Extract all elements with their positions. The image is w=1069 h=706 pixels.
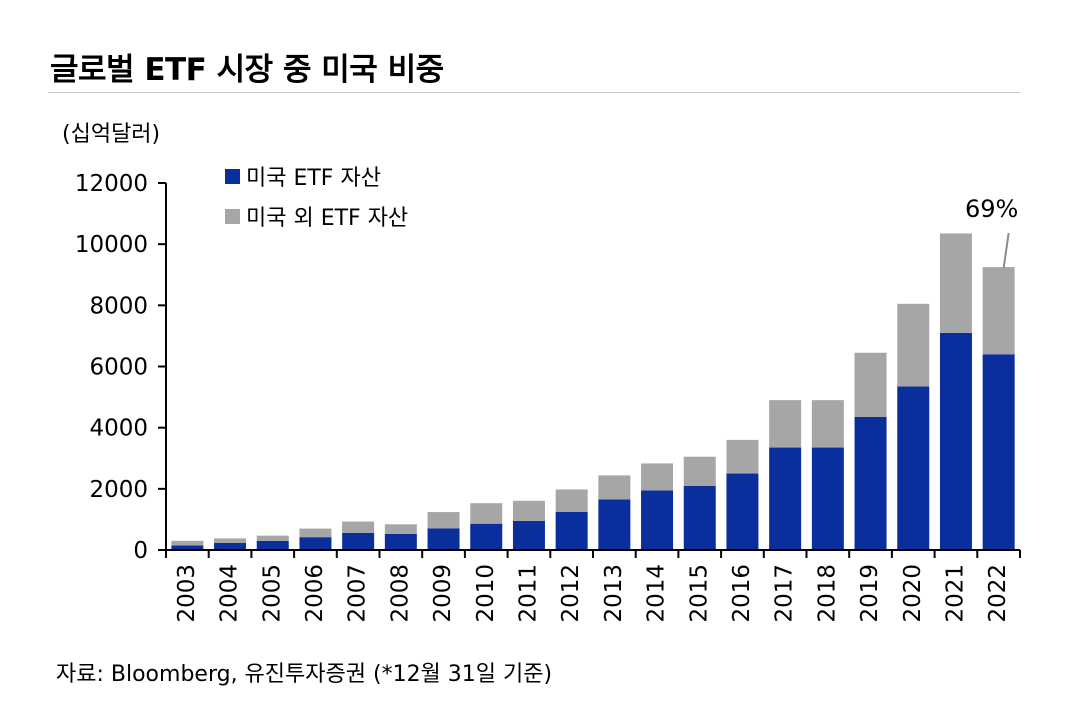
bar-us-2016: [726, 473, 759, 550]
y-tick-label-8000: 8000: [89, 293, 148, 319]
bar-us-2009: [427, 528, 460, 550]
annotation-leader-line: [1002, 232, 1010, 269]
bar-us-2020: [897, 386, 930, 550]
x-tick-labels: 2003 2004 2005 2006 2007 2008 2009 2010 2011 2012…: [174, 564, 1011, 623]
x-tick-label-2012: 2012: [558, 564, 584, 623]
bar-non-us-2010: [470, 503, 503, 524]
bar-us-2007: [342, 532, 375, 550]
bar-non-us-2009: [427, 512, 460, 529]
bar-non-us-2015: [683, 456, 716, 486]
legend-item-us: 미국 ETF 자산: [225, 160, 381, 192]
bar-non-us-2014: [641, 463, 674, 491]
bar-non-us-2007: [342, 521, 375, 533]
x-tick-label-2007: 2007: [345, 564, 371, 623]
x-tick-label-2005: 2005: [259, 564, 285, 623]
bar-non-us-2016: [726, 439, 759, 474]
bar-us-2011: [512, 520, 545, 550]
bar-non-us-2017: [769, 400, 802, 448]
legend-swatch-non-us: [225, 208, 240, 224]
chart-title: 글로벌 ETF 시장 중 미국 비중: [50, 52, 444, 88]
bar-us-2017: [769, 447, 802, 550]
bar-us-2006: [299, 537, 332, 550]
x-tick-label-2010: 2010: [473, 564, 499, 623]
bar-us-2015: [683, 485, 716, 550]
bar-non-us-2020: [897, 303, 930, 387]
x-tick-label-2016: 2016: [729, 564, 755, 623]
bar-non-us-2004: [214, 538, 247, 543]
title-divider: [48, 92, 1020, 93]
bar-us-2010: [470, 523, 503, 550]
y-tick-label-12000: 12000: [75, 171, 148, 197]
legend-label-us: 미국 ETF 자산: [246, 166, 381, 191]
x-tick-label-2018: 2018: [814, 564, 840, 623]
bar-us-2019: [854, 416, 887, 550]
bars-layer: [171, 233, 1015, 550]
x-tick-label-2009: 2009: [430, 564, 456, 623]
axes-layer: [158, 182, 1021, 558]
x-tick-label-2006: 2006: [302, 564, 328, 623]
y-unit-label: (십억달러): [62, 122, 161, 147]
y-tick-label-4000: 4000: [89, 416, 148, 442]
x-tick-label-2015: 2015: [686, 564, 712, 623]
y-tick-label-6000: 6000: [89, 355, 148, 381]
bar-non-us-2008: [384, 524, 417, 534]
bar-us-2004: [214, 542, 247, 550]
legend-item-non-us: 미국 외 ETF 자산: [225, 200, 408, 232]
bar-non-us-2011: [512, 500, 545, 521]
bar-non-us-2012: [555, 489, 588, 512]
source-note: 자료: Bloomberg, 유진투자증권 (*12월 31일 기준): [56, 662, 553, 687]
bar-us-2008: [384, 533, 417, 550]
bar-non-us-2019: [854, 352, 887, 417]
x-tick-label-2019: 2019: [857, 564, 883, 623]
bar-us-2012: [555, 511, 588, 550]
bar-non-us-2021: [939, 233, 972, 333]
y-tick-labels: 0 2000 4000 6000 8000 10000 12000: [75, 171, 148, 564]
bar-non-us-2006: [299, 528, 332, 538]
x-tick-label-2014: 2014: [644, 564, 670, 623]
bar-non-us-2022: [982, 267, 1015, 355]
x-tick-label-2003: 2003: [174, 564, 200, 623]
bar-non-us-2018: [811, 400, 844, 448]
bar-us-2005: [256, 540, 289, 550]
y-tick-label-0: 0: [133, 538, 148, 564]
annotation-share-label: 69%: [965, 195, 1019, 223]
legend-label-non-us: 미국 외 ETF 자산: [246, 206, 409, 231]
bar-us-2014: [641, 490, 674, 550]
x-tick-label-2004: 2004: [217, 564, 243, 623]
x-tick-label-2020: 2020: [900, 564, 926, 623]
x-tick-label-2017: 2017: [772, 564, 798, 623]
x-tick-label-2011: 2011: [515, 564, 541, 623]
x-tick-label-2021: 2021: [942, 564, 968, 623]
y-tick-label-2000: 2000: [89, 477, 148, 503]
bar-non-us-2013: [598, 475, 631, 500]
bar-us-2018: [811, 447, 844, 550]
bar-us-2013: [598, 499, 631, 550]
x-tick-label-2008: 2008: [387, 564, 413, 623]
x-tick-label-2022: 2022: [985, 564, 1011, 623]
legend-swatch-us: [225, 168, 240, 184]
y-tick-label-10000: 10000: [75, 232, 148, 258]
bar-us-2003: [171, 545, 204, 550]
bar-non-us-2003: [171, 540, 204, 546]
bar-us-2022: [982, 354, 1015, 550]
bar-non-us-2005: [256, 535, 289, 541]
x-tick-label-2013: 2013: [601, 564, 627, 623]
bar-us-2021: [939, 332, 972, 550]
